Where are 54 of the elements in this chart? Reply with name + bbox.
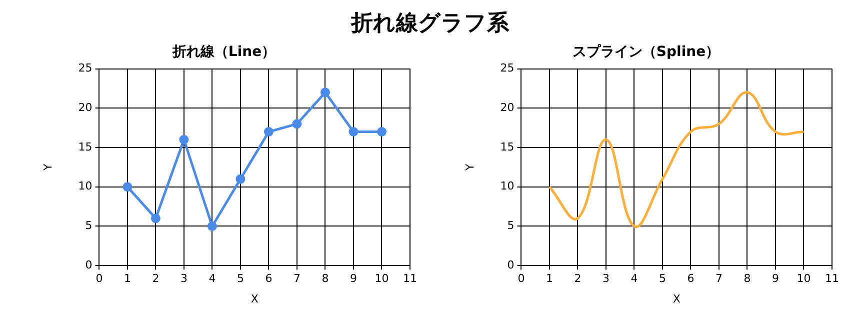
- x-tick-label: 4: [630, 272, 638, 286]
- y-tick-label: 15: [78, 140, 92, 154]
- x-tick-label: 3: [180, 272, 188, 286]
- y-tick-label: 20: [78, 101, 92, 114]
- y-tick-label: 5: [85, 219, 92, 232]
- x-tick-label: 0: [518, 272, 525, 286]
- x-tick-label: 7: [293, 272, 300, 286]
- x-tick-label: 5: [236, 272, 244, 286]
- x-tick-label: 6: [265, 272, 272, 286]
- chart-title: 折れ線（Line）: [171, 44, 276, 60]
- y-tick-label: 25: [500, 62, 514, 75]
- point: [292, 119, 302, 129]
- x-tick-label: 8: [744, 272, 751, 286]
- x-tick-label: 9: [772, 272, 779, 286]
- y-tick-label: 15: [500, 140, 514, 154]
- x-tick-label: 2: [152, 272, 160, 286]
- x-tick-label: 4: [208, 272, 216, 286]
- y-tick-label: 0: [507, 258, 514, 272]
- point: [320, 88, 330, 98]
- y-tick-label: 10: [500, 180, 514, 193]
- y-tick-label: 25: [78, 62, 92, 75]
- point: [236, 174, 246, 184]
- line-series: [548, 91, 805, 228]
- x-tick-label: 8: [322, 272, 329, 286]
- y-tick-label: 20: [500, 101, 514, 114]
- point: [179, 134, 189, 144]
- x-tick-label: 10: [374, 272, 389, 286]
- y-axis-title: Y: [41, 164, 54, 172]
- x-tick-label: 11: [825, 272, 839, 286]
- chart-title: スプライン（Spline）: [572, 43, 720, 60]
- y-tick-label: 5: [507, 219, 514, 232]
- y-tick-label: 0: [85, 258, 92, 272]
- x-tick-label: 5: [658, 272, 666, 286]
- x-axis-title: X: [672, 292, 681, 306]
- x-tick-label: 0: [96, 272, 103, 286]
- point: [150, 214, 160, 224]
- x-tick-label: 6: [687, 272, 694, 286]
- point: [122, 182, 132, 192]
- x-tick-label: 11: [403, 272, 417, 286]
- point: [348, 127, 358, 137]
- x-tick-label: 1: [124, 272, 131, 286]
- y-axis-title: Y: [463, 164, 476, 172]
- point: [207, 221, 217, 231]
- y-tick-label: 10: [78, 180, 92, 193]
- text: 折れ線グラフ系: [350, 10, 510, 38]
- x-tick-label: 10: [796, 272, 811, 286]
- x-tick-label: 7: [715, 272, 722, 286]
- x-axis-title: X: [250, 292, 259, 306]
- point: [264, 127, 274, 137]
- x-tick-label: 1: [546, 272, 553, 286]
- point: [376, 127, 386, 137]
- x-tick-label: 9: [350, 272, 357, 286]
- x-tick-label: 3: [602, 272, 610, 286]
- x-tick-label: 2: [574, 272, 582, 286]
